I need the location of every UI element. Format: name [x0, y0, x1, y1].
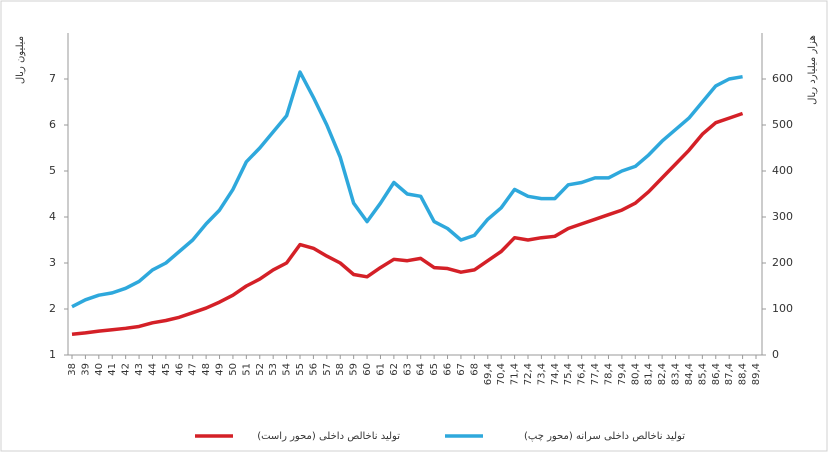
x-tick-label: 45	[161, 363, 172, 376]
x-tick-label: 88,4	[738, 363, 749, 385]
y2-tick-label: 100	[772, 302, 793, 315]
x-tick-label: 82,4	[657, 363, 668, 385]
y2-tick-label: 0	[772, 348, 779, 361]
x-tick-label: 62	[389, 363, 400, 376]
x-tick-label: 44	[147, 363, 158, 376]
x-tick-label: 51	[241, 363, 252, 376]
x-tick-label: 50	[228, 363, 239, 376]
x-tick-label: 52	[255, 363, 266, 376]
x-tick-label: 42	[121, 363, 132, 376]
x-tick-label: 54	[282, 363, 293, 376]
x-tick-label: 73,4	[536, 363, 547, 385]
x-tick-label: 38	[67, 363, 78, 376]
x-tick-label: 43	[134, 363, 145, 376]
x-tick-label: 67	[456, 363, 467, 376]
x-tick-label: 60	[362, 363, 373, 376]
y-tick-label: 2	[49, 302, 56, 315]
x-tick-label: 76,4	[577, 363, 588, 385]
y-tick-label: 3	[49, 256, 56, 269]
y2-tick-label: 200	[772, 256, 793, 269]
x-tick-label: 64	[416, 363, 427, 376]
y2-tick-label: 400	[772, 164, 793, 177]
x-tick-label: 55	[295, 363, 306, 376]
x-tick-label: 56	[308, 363, 319, 376]
x-tick-label: 63	[402, 363, 413, 376]
y2-tick-label: 600	[772, 72, 793, 85]
x-tick-label: 83,4	[671, 363, 682, 385]
x-tick-label: 75,4	[563, 363, 574, 385]
x-tick-label: 84,4	[684, 363, 695, 385]
x-tick-label: 48	[201, 363, 212, 376]
x-tick-label: 39	[80, 363, 91, 376]
x-tick-label: 89,4	[751, 363, 762, 385]
x-tick-label: 41	[107, 363, 118, 376]
x-tick-label: 66	[443, 363, 454, 376]
x-tick-label: 46	[174, 363, 185, 376]
x-tick-label: 85,4	[697, 363, 708, 385]
x-tick-label: 87,4	[724, 363, 735, 385]
x-tick-label: 47	[188, 363, 199, 376]
x-tick-label: 53	[268, 363, 279, 376]
x-tick-label: 81,4	[644, 363, 655, 385]
x-tick-label: 61	[375, 363, 386, 376]
x-tick-label: 78,4	[603, 363, 614, 385]
x-tick-label: 65	[429, 363, 440, 376]
y-tick-label: 1	[49, 348, 56, 361]
y-tick-label: 5	[49, 164, 56, 177]
x-tick-label: 86,4	[711, 363, 722, 385]
y-tick-label: 6	[49, 118, 56, 131]
y-tick-label: 4	[49, 210, 56, 223]
x-tick-label: 72,4	[523, 363, 534, 385]
series-line	[71, 111, 744, 337]
y2-axis-label: هزار میلیارد ریال	[807, 35, 818, 105]
x-tick-label: 57	[322, 363, 333, 376]
x-tick-label: 80,4	[630, 363, 641, 385]
legend-label: تولید ناخالص داخلی (محور راست)	[257, 431, 400, 442]
x-tick-label: 70,4	[496, 363, 507, 385]
x-tick-label: 77,4	[590, 363, 601, 385]
series-line	[71, 70, 743, 309]
y-axis-label: میلیون ریال	[15, 36, 26, 84]
x-tick-label: 68	[469, 363, 480, 376]
x-tick-label: 40	[94, 363, 105, 376]
x-tick-label: 49	[215, 363, 226, 376]
y2-tick-label: 500	[772, 118, 793, 131]
x-tick-label: 74,4	[550, 363, 561, 385]
x-tick-label: 79,4	[617, 363, 628, 385]
x-tick-label: 59	[349, 363, 360, 376]
legend-label: تولید ناخالص داخلی سرانه (محور چپ)	[524, 431, 685, 442]
x-tick-label: 71,4	[510, 363, 521, 385]
x-tick-label: 69,4	[483, 363, 494, 385]
x-tick-label: 58	[335, 363, 346, 376]
y-tick-label: 7	[49, 72, 56, 85]
y2-tick-label: 300	[772, 210, 793, 223]
